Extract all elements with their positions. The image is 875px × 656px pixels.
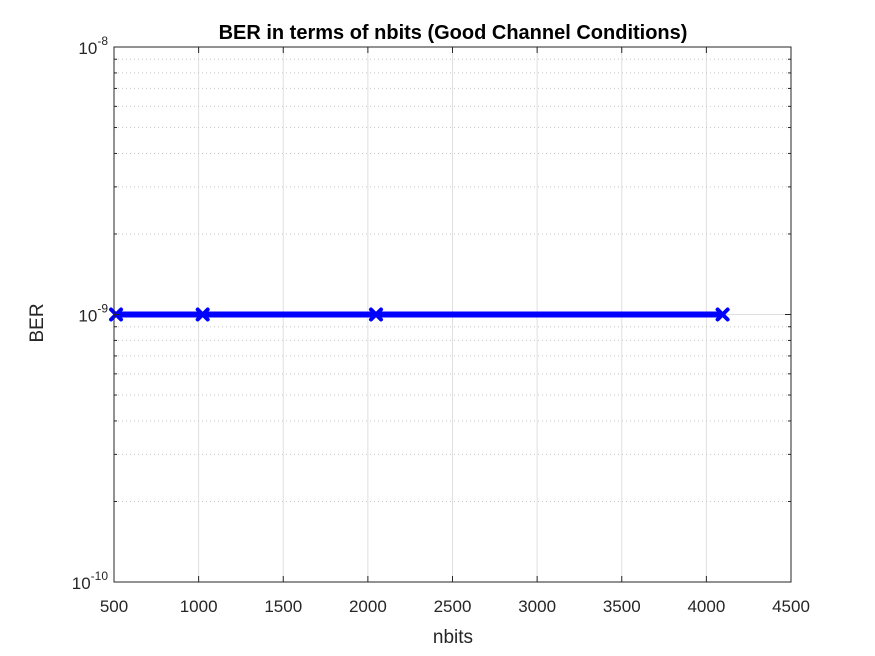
x-axis-label: nbits <box>433 627 473 648</box>
x-tick-labels: 500 1000 1500 2000 2500 3000 3500 4000 4500 <box>100 597 810 616</box>
data-point-marker <box>195 307 210 322</box>
y-tick-label: 10-8 <box>78 34 108 58</box>
y-tick-labels: 10-10 10-9 10-8 <box>72 34 109 593</box>
y-axis-label: BER <box>27 303 48 342</box>
plot-area <box>109 46 792 583</box>
x-tick-label: 4000 <box>687 597 725 616</box>
x-tick-label: 1500 <box>264 597 302 616</box>
y-tick-label: 10-10 <box>72 569 109 593</box>
chart-title: BER in terms of nbits (Good Channel Cond… <box>219 22 688 44</box>
x-tick-label: 500 <box>100 597 128 616</box>
x-tick-label: 1000 <box>180 597 218 616</box>
data-point-marker <box>368 307 383 322</box>
x-tick-label: 3000 <box>518 597 556 616</box>
x-tick-label: 2000 <box>349 597 387 616</box>
x-tick-label: 4500 <box>772 597 810 616</box>
y-tick-label: 10-9 <box>78 302 108 326</box>
x-tick-label: 3500 <box>603 597 641 616</box>
tick-marks <box>113 46 792 583</box>
data-point-marker <box>715 307 730 322</box>
x-tick-label: 2500 <box>434 597 472 616</box>
